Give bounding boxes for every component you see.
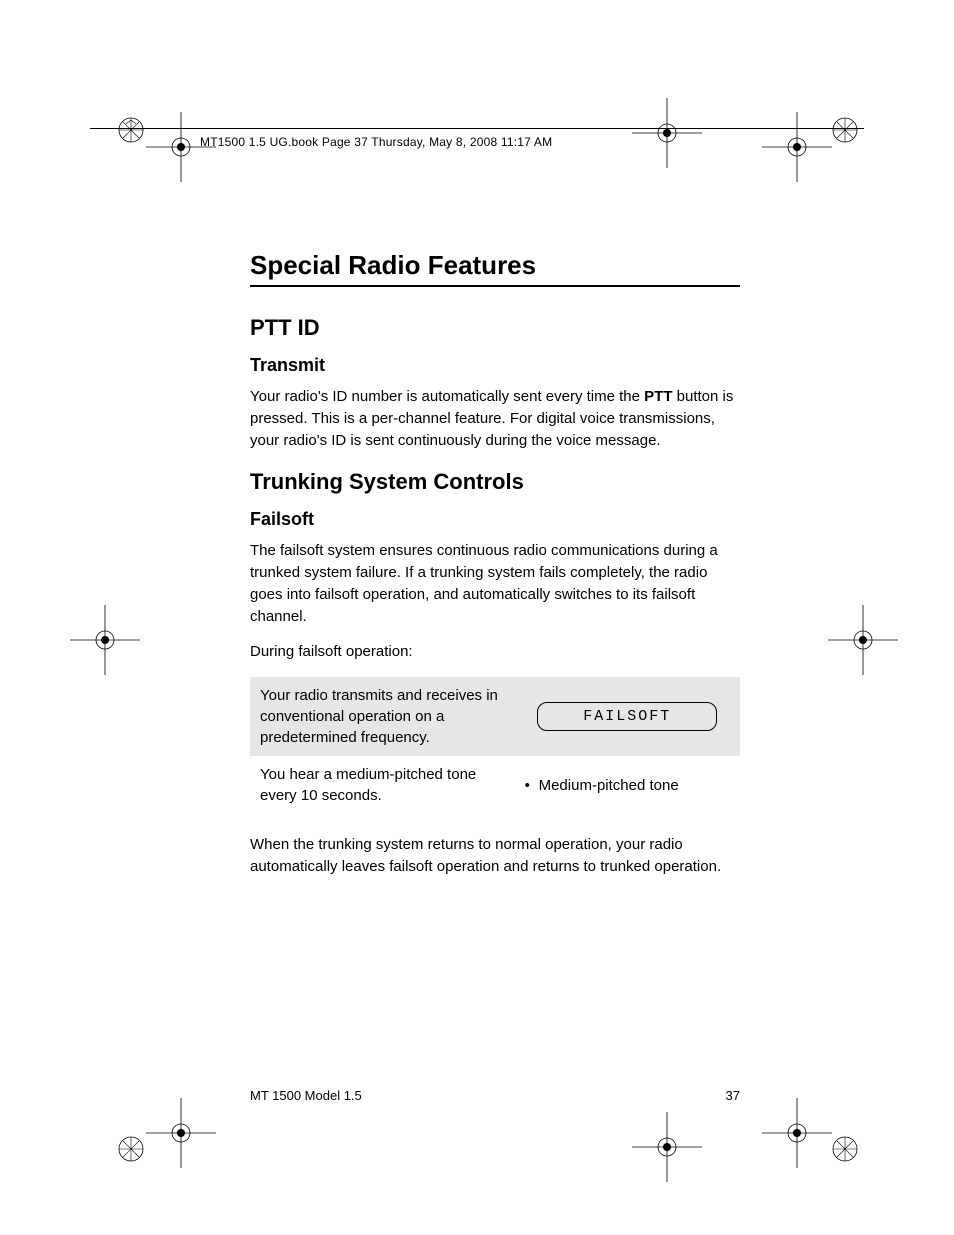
subsection-heading-transmit: Transmit — [250, 355, 740, 376]
table-row: Your radio transmits and receives in con… — [250, 677, 740, 756]
register-cross-icon — [762, 112, 832, 182]
table-cell: FAILSOFT — [515, 677, 740, 756]
footer: MT 1500 Model 1.5 37 — [250, 1088, 740, 1103]
content: Special Radio Features PTT ID Transmit Y… — [250, 250, 740, 892]
register-cross-icon — [632, 98, 702, 168]
crop-mark-icon — [830, 115, 860, 145]
footer-page-number: 37 — [726, 1088, 740, 1103]
paragraph: When the trunking system returns to norm… — [250, 834, 740, 878]
crop-mark-icon — [116, 1134, 146, 1164]
register-cross-icon — [762, 1098, 832, 1168]
section-heading-ptt: PTT ID — [250, 315, 740, 341]
footer-model: MT 1500 Model 1.5 — [250, 1088, 362, 1103]
register-cross-icon — [146, 1098, 216, 1168]
table-cell: Your radio transmits and receives in con… — [250, 677, 515, 756]
failsoft-table: Your radio transmits and receives in con… — [250, 677, 740, 814]
bullet-icon: • — [525, 775, 539, 796]
crop-mark-icon — [830, 1134, 860, 1164]
subsection-heading-failsoft: Failsoft — [250, 509, 740, 530]
text-run: Your radio's ID number is automatically … — [250, 388, 644, 405]
paragraph: The failsoft system ensures continuous r… — [250, 540, 740, 627]
header-text: MT1500 1.5 UG.book Page 37 Thursday, May… — [200, 135, 552, 149]
text-run: Medium-pitched tone — [539, 777, 679, 794]
register-cross-icon — [70, 605, 140, 675]
page-title: Special Radio Features — [250, 250, 740, 287]
section-heading-trunk: Trunking System Controls — [250, 469, 740, 495]
paragraph: Your radio's ID number is automatically … — [250, 386, 740, 451]
table-row: You hear a medium-pitched tone every 10 … — [250, 756, 740, 814]
paragraph: During failsoft operation: — [250, 641, 740, 663]
register-cross-icon — [828, 605, 898, 675]
table-cell: •Medium-pitched tone — [515, 756, 740, 814]
table-cell: You hear a medium-pitched tone every 10 … — [250, 756, 515, 814]
header-rule — [90, 128, 864, 129]
page: MT1500 1.5 UG.book Page 37 Thursday, May… — [0, 0, 954, 1235]
text-bold: PTT — [644, 388, 672, 405]
register-cross-icon — [632, 1112, 702, 1182]
crop-mark-icon — [116, 115, 146, 145]
lcd-display: FAILSOFT — [537, 702, 717, 731]
